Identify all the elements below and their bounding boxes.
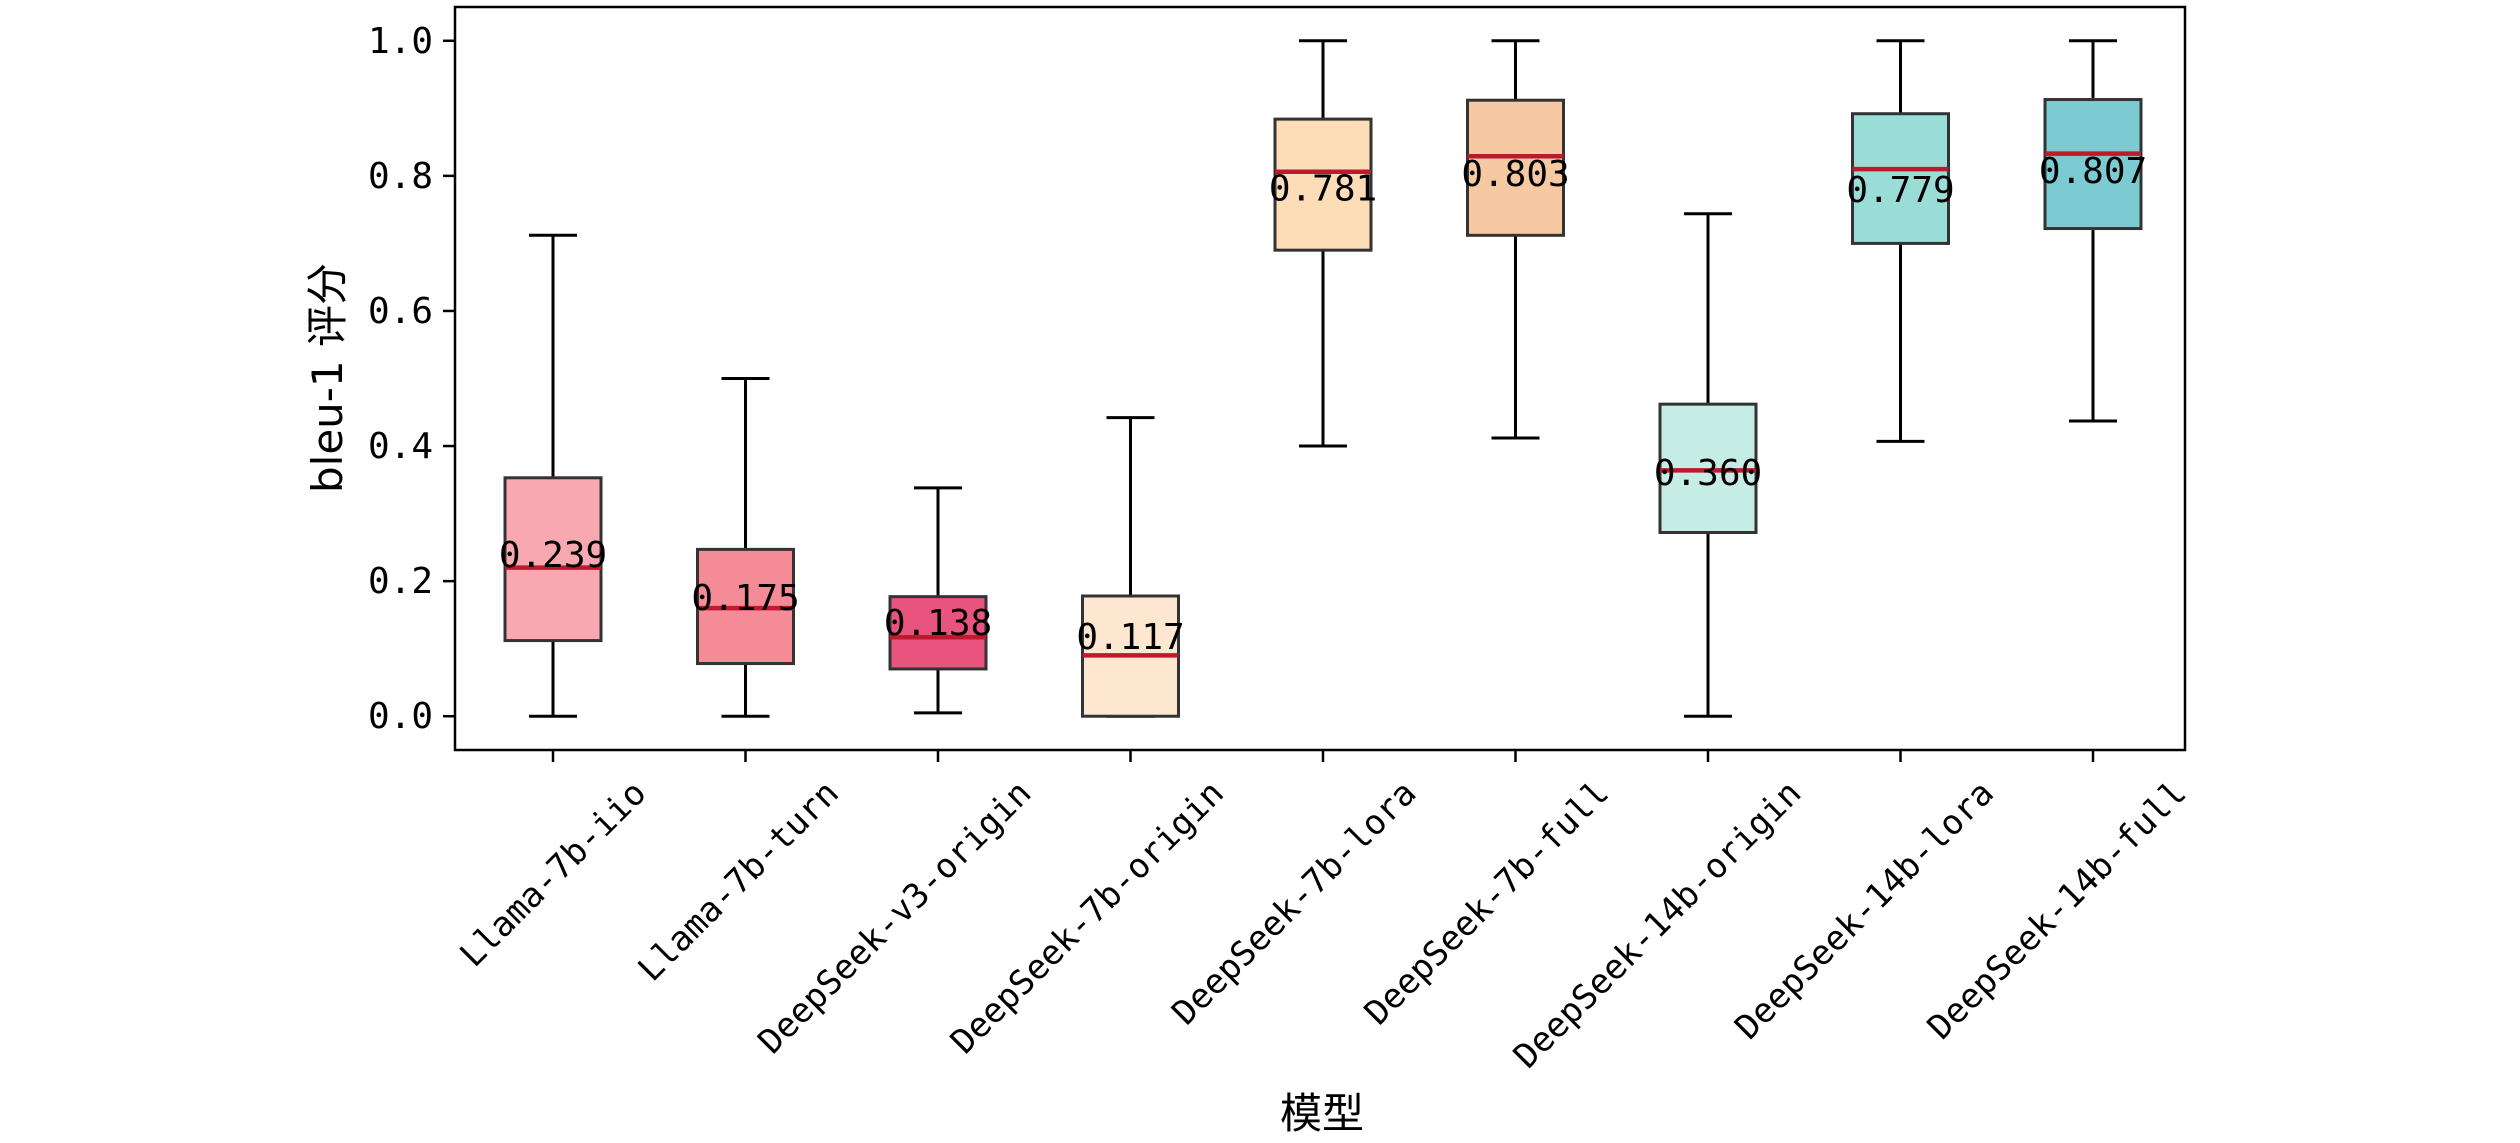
y-tick-label: 1.0 (368, 21, 433, 62)
box-group: 0.807 (2039, 39, 2147, 423)
x-axis-title: 模型 (1280, 1089, 1364, 1138)
box-group: 0.803 (1461, 39, 1570, 440)
plot-area: 0.239 0.175 0.138 0.117 0.781 0.803 0.360 0.779… (499, 39, 2147, 718)
box-iqr (888, 595, 988, 671)
box-iqr (1851, 112, 1950, 245)
box-group: 0.779 (1846, 39, 1955, 443)
box-group: 0.360 (1654, 212, 1762, 718)
box-iqr (1273, 117, 1373, 252)
mean-label: 0.779 (1846, 170, 1954, 211)
mean-label: 0.360 (1654, 453, 1762, 494)
box-group: 0.138 (884, 486, 992, 715)
x-tick-label: Llama-7b-turn (630, 773, 846, 989)
mean-label: 0.781 (1269, 169, 1377, 210)
y-tick-label: 0.2 (368, 561, 433, 602)
box-group: 0.239 (499, 233, 607, 718)
y-axis: 0.0 0.2 0.4 0.6 0.8 1.0 (368, 21, 455, 737)
x-tick-label: Llama-7b-iio (452, 773, 654, 975)
box-group: 0.175 (691, 377, 800, 718)
x-axis: Llama-7b-iioLlama-7b-turnDeepSeek-v3-ori… (452, 750, 2194, 1076)
box-iqr (1466, 98, 1565, 237)
mean-label: 0.117 (1076, 617, 1184, 658)
box-iqr (2043, 98, 2143, 231)
mean-label: 0.803 (1461, 154, 1569, 195)
mean-label: 0.807 (2039, 151, 2147, 192)
box-group: 0.781 (1269, 39, 1377, 448)
y-tick-label: 0.0 (368, 696, 433, 737)
y-axis-title: bleu-1 评分 (303, 263, 352, 493)
box-iqr (503, 476, 603, 643)
plot-frame (453, 5, 2187, 752)
y-tick-label: 0.6 (368, 291, 433, 332)
y-tick-label: 0.8 (368, 156, 433, 197)
y-tick-label: 0.4 (368, 426, 433, 467)
mean-label: 0.138 (884, 603, 992, 644)
mean-label: 0.239 (499, 535, 607, 576)
box-group: 0.117 (1076, 416, 1185, 718)
mean-label: 0.175 (691, 578, 799, 619)
